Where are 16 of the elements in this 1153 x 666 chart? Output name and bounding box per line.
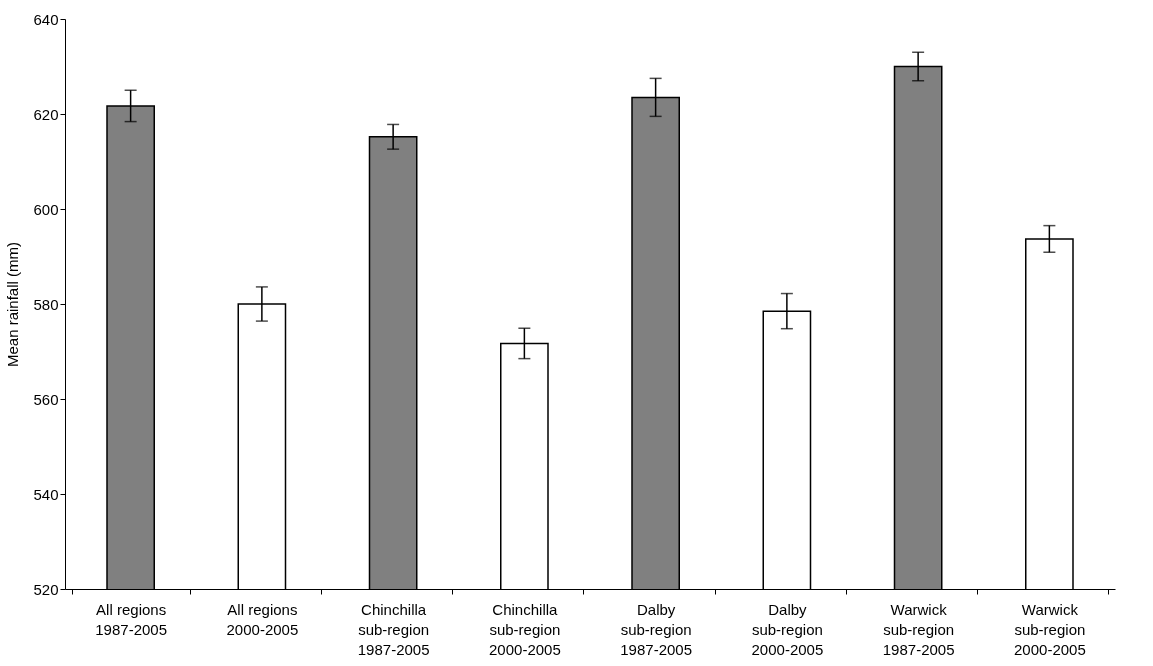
y-tick-label: 600: [33, 200, 59, 218]
y-tick-label: 640: [33, 10, 59, 28]
x-tick-label: Dalby sub-region 2000-2005: [751, 600, 824, 658]
y-tick-label: 580: [33, 295, 59, 313]
x-tick-label: All regions 1987-2005: [95, 600, 167, 638]
x-tick-label: All regions 2000-2005: [226, 600, 299, 638]
y-tick-label: 540: [33, 485, 59, 503]
y-tick-label: 620: [33, 105, 59, 123]
x-tick-label: Chinchilla sub-region 1987-2005: [357, 600, 430, 658]
y-tick-label: 560: [33, 390, 59, 408]
x-tick-label: Warwick sub-region 1987-2005: [882, 600, 955, 658]
x-tick-label: Warwick sub-region 2000-2005: [1014, 600, 1086, 658]
y-tick-label: 520: [33, 580, 59, 598]
x-tick-label: Dalby sub-region 1987-2005: [620, 600, 692, 658]
x-tick-label: Chinchilla sub-region 2000-2005: [489, 600, 561, 658]
y-axis-title: Mean rainfall (mm): [4, 241, 22, 368]
